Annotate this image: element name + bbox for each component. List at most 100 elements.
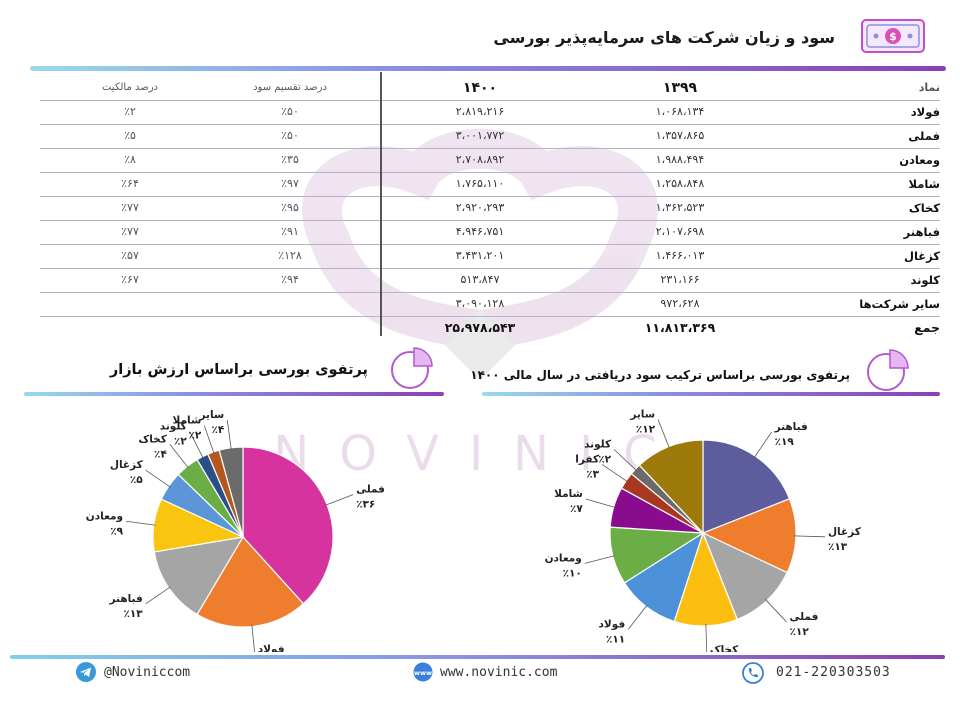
leader-line: [657, 419, 670, 449]
cell-1399: ۹۷۲،۶۲۸: [660, 297, 700, 310]
leader-line: [125, 520, 156, 526]
slice-value: ٪۹: [110, 525, 123, 537]
col-1400: ۱۴۰۰: [462, 80, 498, 96]
slice-value: ٪۲: [188, 430, 201, 442]
table-row: فملی ۱،۳۵۷،۸۶۵ ۳،۰۰۱،۷۷۲ ٪۵۰ ٪۵: [40, 124, 940, 149]
slice-label: کلوند: [584, 438, 612, 450]
col-ownership: درصد مالکیت: [101, 82, 158, 93]
cell-symbol: فباهنر: [903, 225, 940, 239]
website-link[interactable]: www.novinic.com: [440, 665, 558, 680]
leader-line: [584, 555, 615, 564]
cell-dividend: ٪۹۴: [281, 273, 299, 286]
slice-label: فباهنر: [774, 421, 808, 433]
cell-1400: ۲۵،۹۷۸،۵۴۳: [444, 320, 516, 335]
leader-line: [601, 464, 628, 483]
col-1399: ۱۳۹۹: [662, 80, 698, 96]
left-section-divider: [24, 392, 444, 396]
slice-value: ٪۴: [211, 424, 224, 436]
slice-label: فباهنر: [109, 593, 143, 605]
page-title: سود و زیان شرکت های سرمایه‌پذیر بورسی: [493, 28, 835, 47]
cell-1399: ۱،۲۵۸،۸۴۸: [655, 177, 705, 190]
slice-label: سایر: [199, 409, 225, 421]
cell-dividend: ٪۳۵: [281, 153, 299, 166]
table-row: فباهنر ۲،۱۰۷،۶۹۸ ۴،۹۴۶،۷۵۱ ٪۹۱ ٪۷۷: [40, 220, 940, 245]
slice-label: کزغال: [110, 459, 144, 471]
cell-ownership: ٪۷۷: [121, 201, 139, 214]
cell-dividend: ٪۹۷: [281, 177, 299, 190]
cell-1400: ۲،۹۲۰،۲۹۳: [455, 201, 505, 214]
cell-symbol: کخاک: [908, 201, 940, 215]
cell-1400: ۲،۷۰۸،۸۹۲: [455, 153, 505, 166]
cell-dividend: ٪۵۰: [281, 105, 299, 118]
slice-label: ومعادن: [86, 510, 123, 522]
cell-1399: ۱،۳۵۷،۸۶۵: [655, 129, 705, 142]
cell-1399: ۱،۰۶۸،۱۳۴: [655, 105, 705, 118]
left-chart-title: پرتفوی بورسی براساس ارزش بازار: [109, 362, 368, 378]
table-row: کخاک ۱،۳۶۲،۵۲۳ ۲،۹۲۰،۲۹۳ ٪۹۵ ٪۷۷: [40, 196, 940, 221]
table-row: فولاد ۱،۰۶۸،۱۳۴ ۲،۸۱۹،۲۱۶ ٪۵۰ ٪۲: [40, 100, 940, 125]
slice-label: کفرا: [575, 453, 600, 465]
telegram-icon[interactable]: [76, 662, 96, 682]
leader-line: [793, 535, 825, 538]
cell-ownership: ٪۶۴: [121, 177, 139, 190]
table-total-row: جمع ۱۱،۸۱۳،۳۶۹ ۲۵،۹۷۸،۵۴۳: [40, 316, 940, 340]
cell-ownership: ٪۵: [124, 129, 136, 142]
slice-value: ٪۳: [586, 468, 599, 480]
slice-label: فولاد: [258, 643, 285, 652]
slice-label: فولاد: [599, 618, 626, 630]
leader-line: [251, 624, 255, 652]
leader-line: [765, 599, 787, 623]
table-row: سایر شرکت‌ها ۹۷۲،۶۲۸ ۳،۰۹۰،۱۲۸: [40, 292, 940, 317]
slice-value: ٪۱۹: [775, 436, 795, 448]
footer-divider: [10, 655, 945, 659]
table-row: کلوند ۲۳۱،۱۶۶ ۵۱۳،۸۴۷ ٪۹۴ ٪۶۷: [40, 268, 940, 293]
phone-icon[interactable]: [742, 662, 764, 684]
leader-line: [169, 444, 189, 469]
col-dividend: درصد تقسیم سود: [253, 82, 327, 93]
cell-dividend: ٪۱۲۸: [278, 249, 302, 262]
slice-value: ٪۷: [570, 503, 583, 515]
cell-symbol: فملی: [908, 129, 940, 143]
col-symbol: نماد: [918, 81, 940, 94]
slice-value: ٪۵: [130, 474, 143, 486]
slice-label: شاملا: [173, 415, 202, 427]
cell-1399: ۱،۳۶۲،۵۲۳: [655, 201, 705, 214]
slice-value: ٪۱۱: [606, 633, 625, 645]
phone-number[interactable]: 021-220303503: [776, 665, 891, 680]
cell-1399: ۲۳۱،۱۶۶: [660, 273, 700, 286]
header-divider: [30, 66, 946, 71]
svg-text:$: $: [889, 30, 897, 43]
cell-dividend: ٪۹۵: [281, 201, 299, 214]
slice-value: ٪۱۰: [563, 567, 582, 579]
slice-value: ٪۱۳: [828, 541, 848, 553]
pie-chart-icon: [867, 349, 909, 391]
svg-text:www: www: [414, 669, 432, 677]
slice-value: ٪۱۲: [636, 424, 656, 436]
cell-1400: ۳،۰۰۱،۷۷۲: [455, 129, 505, 142]
cell-1399: ۱،۴۶۶،۰۱۳: [655, 249, 705, 262]
cell-1400: ۵۱۳،۸۴۷: [460, 273, 500, 286]
cell-1400: ۴،۹۴۶،۷۵۱: [455, 225, 505, 238]
cell-1400: ۳،۴۳۱،۲۰۱: [455, 249, 505, 262]
cell-symbol: کلوند: [910, 273, 940, 287]
telegram-handle[interactable]: @Noviniccom: [104, 665, 191, 680]
slice-value: ٪۴: [154, 448, 167, 460]
leader-line: [189, 431, 204, 459]
cell-1399: ۲،۱۰۷،۶۹۸: [655, 225, 705, 238]
slice-label: کلوند: [160, 421, 188, 433]
web-icon[interactable]: www: [412, 662, 434, 682]
slice-label: کزغال: [828, 526, 862, 538]
leader-line: [613, 449, 637, 471]
leader-line: [705, 623, 708, 652]
slice-label: شاملا: [554, 488, 583, 500]
cell-dividend: ٪۵۰: [281, 129, 299, 142]
right-chart-title: پرتفوی بورسی براساس ترکیب سود دریافتی در…: [470, 368, 850, 382]
slice-value: ٪۱۳: [123, 608, 143, 620]
leader-line: [627, 604, 648, 630]
cell-ownership: ٪۷۷: [121, 225, 139, 238]
cell-symbol: فولاد: [910, 105, 940, 119]
cell-ownership: ٪۸: [124, 153, 136, 166]
right-section-divider: [482, 392, 940, 396]
table-row: کزغال ۱،۴۶۶،۰۱۳ ۳،۴۳۱،۲۰۱ ٪۱۲۸ ٪۵۷: [40, 244, 940, 269]
slice-label: سایر: [629, 409, 655, 421]
